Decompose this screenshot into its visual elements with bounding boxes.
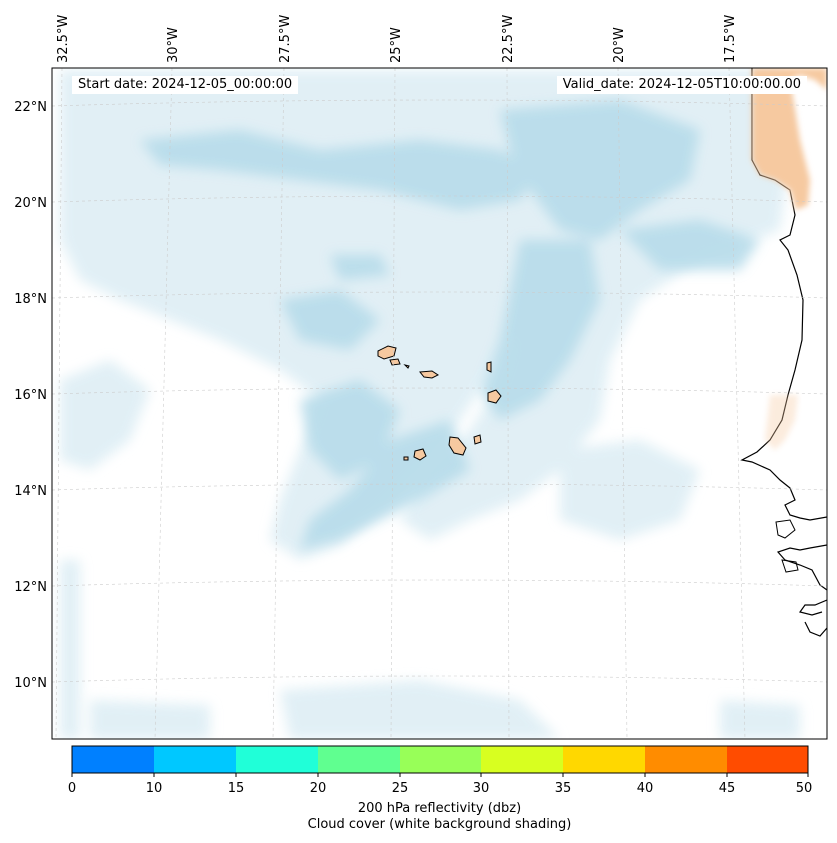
colorbar-tick-label: 35 <box>555 781 572 796</box>
colorbar-frame <box>71 745 809 774</box>
lat-label: 18°N <box>14 292 47 307</box>
colorbar-segment <box>563 746 645 773</box>
valid-date-label: Valid_date: 2024-12-05T10:00:00.00 <box>556 76 807 94</box>
lat-label: 20°N <box>14 196 47 211</box>
colorbar-segment <box>236 746 318 773</box>
island-sao-vicente <box>389 358 401 366</box>
colorbar-sublabel: Cloud cover (white background shading) <box>307 817 572 832</box>
lon-label: 32.5°W <box>56 15 71 63</box>
longitude-labels: 32.5°W 30°W 27.5°W 25°W 22.5°W 20°W 17.5… <box>56 15 738 63</box>
island-santo-antao <box>377 345 397 360</box>
lon-label: 20°W <box>612 27 627 63</box>
cape-verde-islands <box>377 345 502 461</box>
meridian-25w <box>390 68 396 739</box>
parallel-22n <box>52 99 827 107</box>
parallel-14n <box>52 483 827 491</box>
lat-label: 16°N <box>14 388 47 403</box>
island-maio <box>473 434 482 445</box>
lon-label: 27.5°W <box>278 15 293 63</box>
map-gridlines <box>52 68 827 739</box>
lat-label: 22°N <box>14 100 47 115</box>
colorbar-segment <box>400 746 481 773</box>
colorbar-tick-label: 50 <box>796 781 813 796</box>
parallel-20n <box>52 195 827 203</box>
colorbar: 0 10 15 20 25 30 35 40 45 50 <box>68 745 812 796</box>
lat-label: 12°N <box>14 580 47 595</box>
lon-label: 25°W <box>389 27 404 63</box>
island-santiago <box>448 436 467 456</box>
colorbar-segment <box>727 746 808 773</box>
island-boa-vista <box>487 389 502 404</box>
colorbar-tick-label: 25 <box>392 781 409 796</box>
land-reflectivity-shading <box>752 68 827 210</box>
lat-label: 14°N <box>14 484 47 499</box>
lon-label: 22.5°W <box>501 15 516 63</box>
colorbar-tick-label: 10 <box>146 781 163 796</box>
cloud-cover-shading <box>60 70 800 739</box>
africa-coastline-south <box>776 544 827 637</box>
colorbar-segment <box>481 746 563 773</box>
colorbar-segment <box>72 746 154 773</box>
parallel-10n <box>52 675 827 683</box>
meridian-27-5w <box>272 68 285 739</box>
meridian-30w <box>154 68 173 739</box>
map-frame <box>51 67 828 740</box>
colorbar-segment <box>318 746 400 773</box>
colorbar-segment <box>154 746 236 773</box>
colorbar-tick-marks <box>71 773 809 777</box>
island-sal <box>486 361 492 373</box>
colorbar-tick-label: 20 <box>310 781 327 796</box>
colorbar-tick-label: 40 <box>637 781 654 796</box>
parallel-12n <box>52 579 827 587</box>
island-santa-luzia <box>403 364 410 369</box>
meridian-22-5w <box>506 68 510 739</box>
parallel-16n <box>52 387 827 395</box>
colorbar-segment <box>645 746 727 773</box>
start-date-label: Start date: 2024-12-05_00:00:00 <box>72 76 299 94</box>
land-reflectivity-shading-south <box>765 395 798 450</box>
map-area <box>52 68 827 739</box>
colorbar-tick-label: 45 <box>719 781 736 796</box>
colorbar-caption: 200 hPa reflectivity (dbz) Cloud cover (… <box>0 801 837 833</box>
lat-label: 10°N <box>14 676 47 691</box>
meridian-17-5w <box>728 68 746 739</box>
lon-label: 17.5°W <box>723 15 738 63</box>
colorbar-tick-label: 0 <box>68 781 76 796</box>
colorbar-tick-label: 30 <box>473 781 490 796</box>
meridian-32-5w <box>55 68 63 739</box>
latitude-labels: 22°N 20°N 18°N 16°N 14°N 12°N 10°N <box>14 100 47 691</box>
island-sao-nicolau <box>419 370 439 379</box>
meridian-20w <box>617 68 628 739</box>
colorbar-tick-label: 15 <box>228 781 245 796</box>
africa-coastline-islets <box>775 519 799 573</box>
parallel-18n <box>52 291 827 299</box>
colorbar-tick-labels: 0 10 15 20 25 30 35 40 45 50 <box>68 781 812 796</box>
lon-label: 30°W <box>166 27 181 63</box>
island-brava <box>403 456 409 461</box>
island-fogo <box>413 448 427 461</box>
colorbar-label: 200 hPa reflectivity (dbz) <box>357 801 522 816</box>
